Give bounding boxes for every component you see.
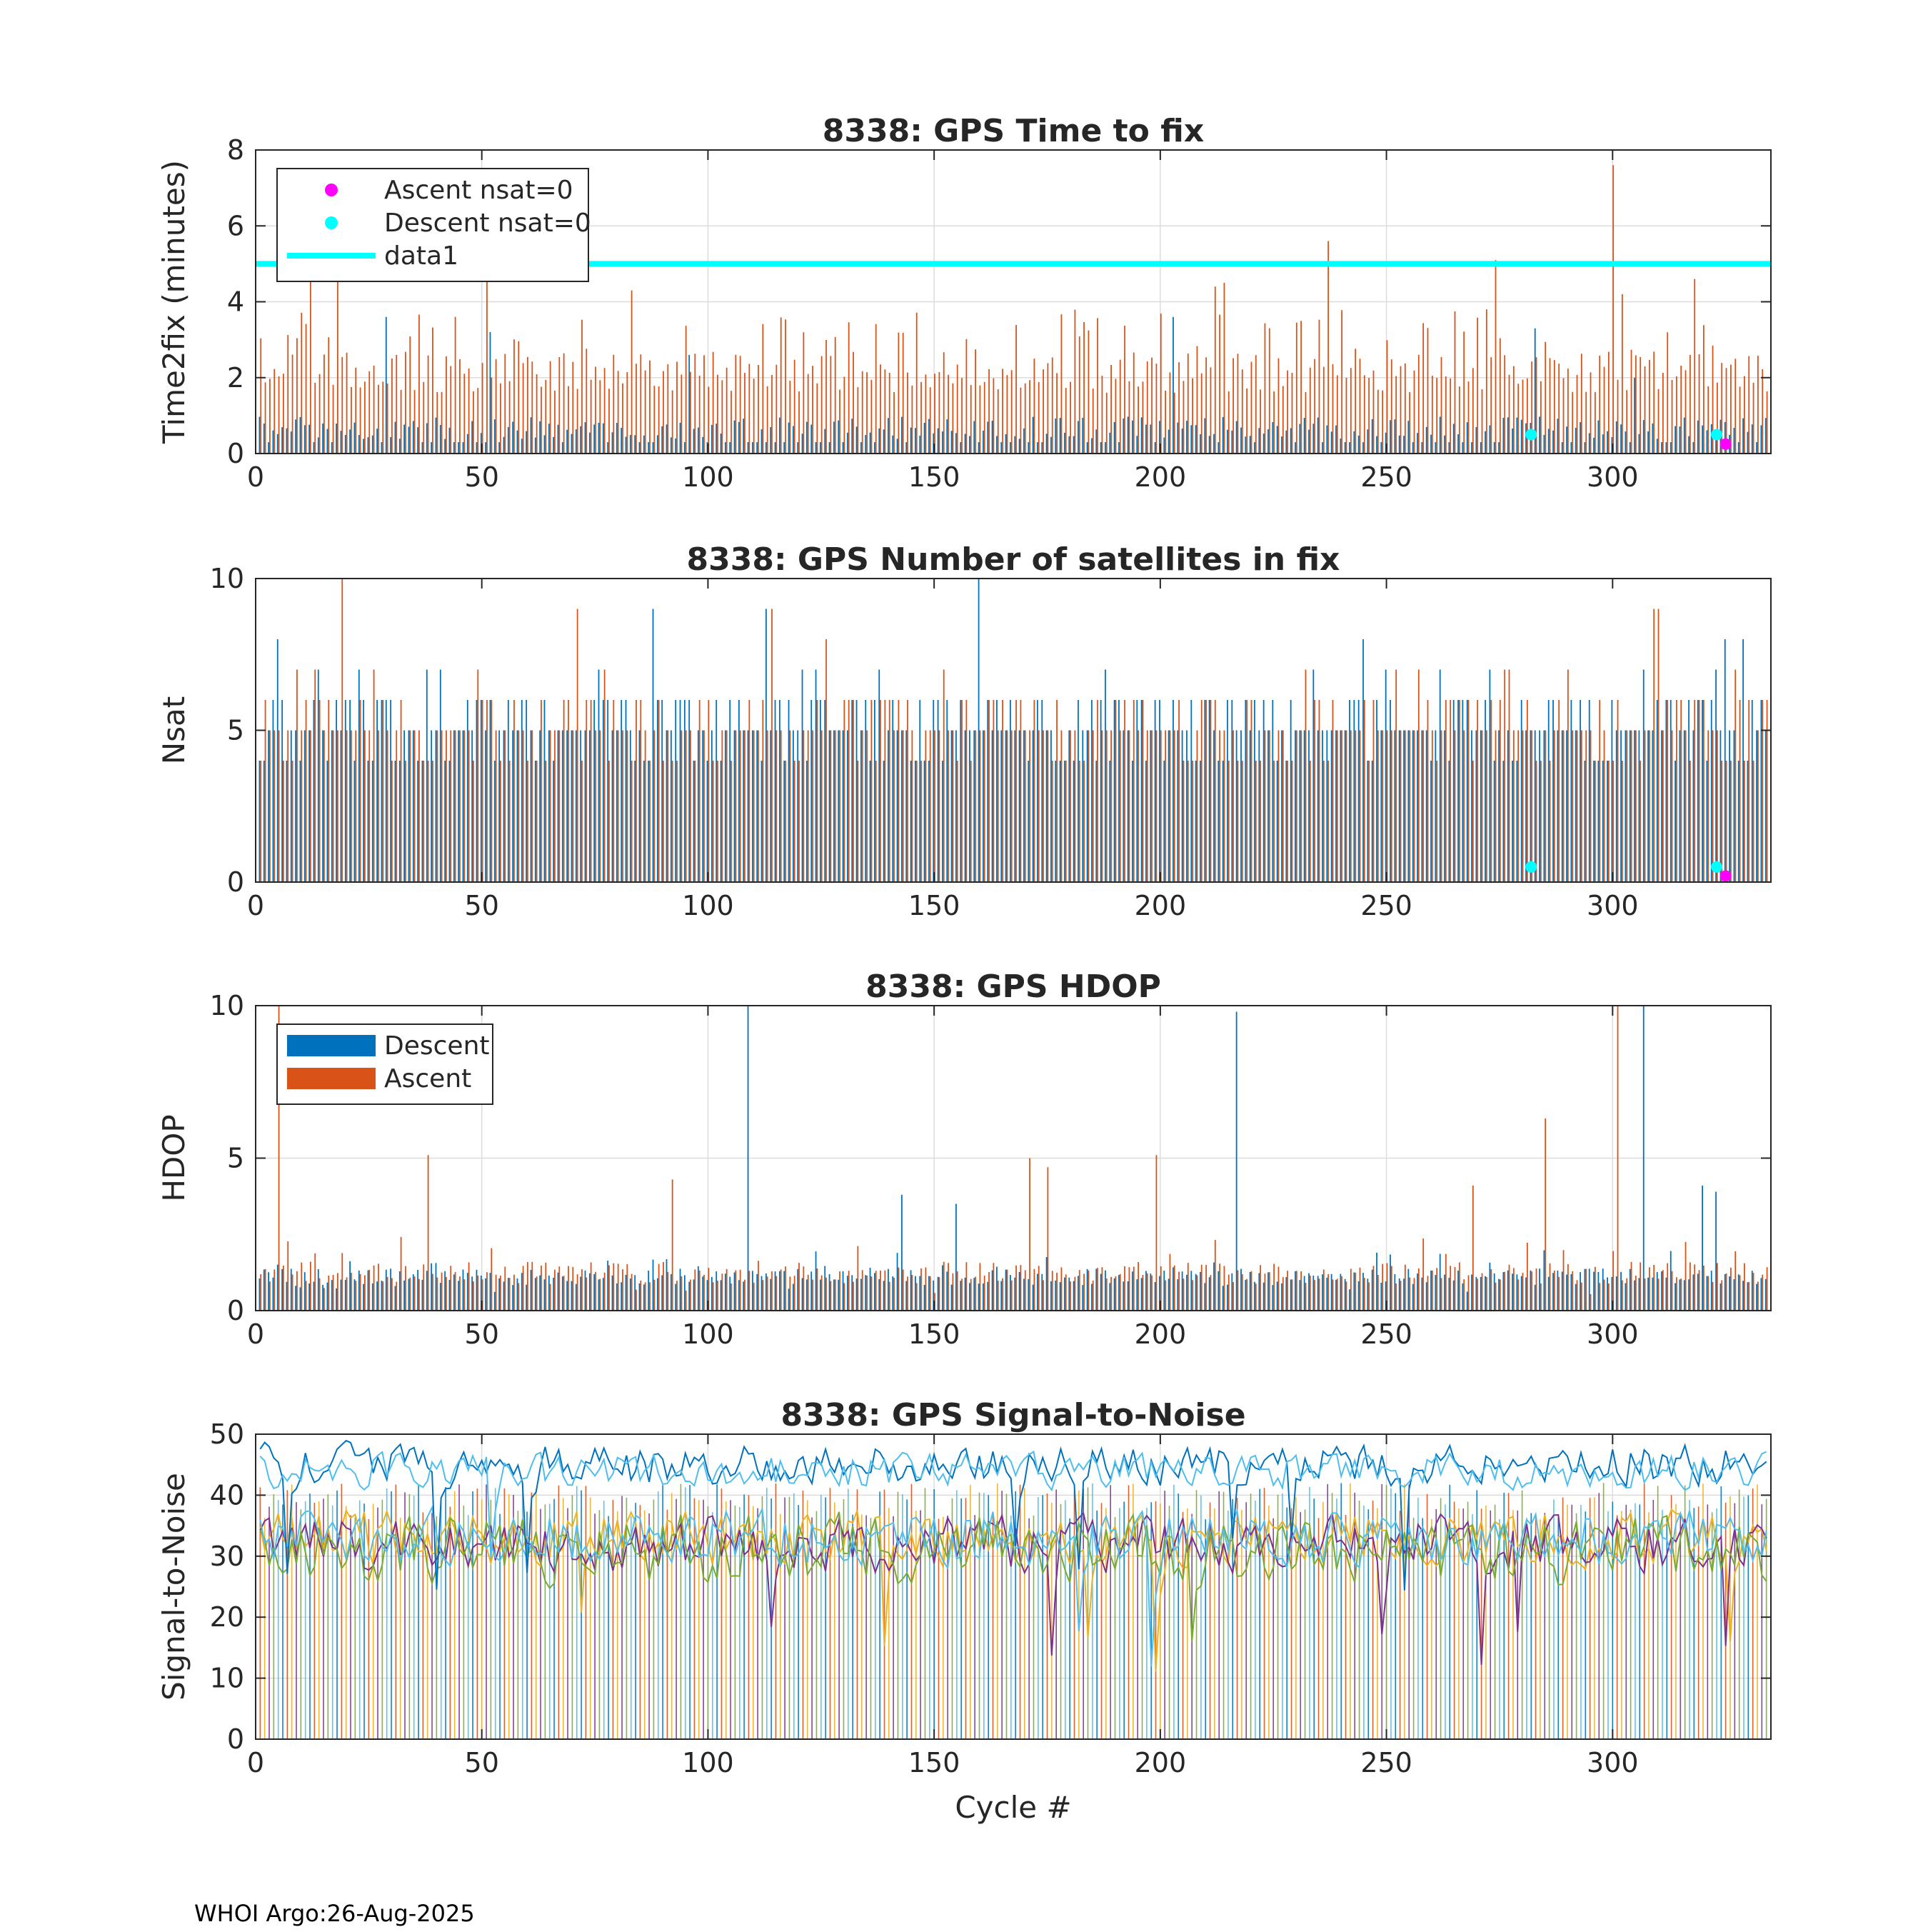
y-tick-label: 40 (210, 1479, 244, 1511)
panel-title: 8338: GPS HDOP (865, 968, 1161, 1005)
x-tick-label: 200 (1135, 461, 1187, 493)
descent-nsat0-marker (1710, 429, 1722, 441)
y-tick-label: 0 (227, 1295, 244, 1326)
panel-time2fix: 0 50 100 150 200 250 300 0 2 4 6 8 8338: GPS Time to… (156, 113, 1772, 493)
y-tick-label: 0 (227, 866, 244, 898)
y-tick-label: 10 (210, 1663, 244, 1694)
x-tick-label: 50 (465, 890, 499, 921)
y-tick-label: 10 (210, 990, 244, 1021)
panel-title: 8338: GPS Number of satellites in fix (687, 541, 1340, 578)
x-tick-label: 0 (247, 1747, 264, 1778)
snr-line-sat5 (259, 1439, 1767, 1591)
y-tick-label: 6 (227, 210, 244, 241)
y-tick-label: 5 (227, 1143, 244, 1174)
ascent-nsat0-marker (1719, 870, 1732, 882)
y-axis-label: Nsat (156, 696, 191, 765)
x-tick-label: 300 (1587, 890, 1639, 921)
x-tick-label: 300 (1587, 461, 1639, 493)
x-tick-label: 300 (1587, 1318, 1639, 1350)
y-tick-label: 0 (227, 438, 244, 469)
x-tick-label: 100 (682, 1747, 734, 1778)
legend-label: Ascent nsat=0 (384, 176, 573, 205)
panel-hdop: 0 50 100 150 200 250 300 0 5 10 8338: GPS HDOP HDOP… (156, 968, 1772, 1350)
y-tick-label: 8 (227, 134, 244, 166)
snr-line-sat4 (259, 1505, 1767, 1667)
x-tick-label: 250 (1360, 890, 1412, 921)
data-snr (259, 1439, 1767, 1739)
snr-line-sat6 (259, 1450, 1767, 1558)
panel-title: 8338: GPS Time to fix (823, 113, 1204, 149)
y-tick-label: 30 (210, 1541, 244, 1572)
x-tick-label: 0 (247, 1318, 264, 1350)
y-tick-label: 10 (210, 563, 244, 594)
x-tick-label: 150 (908, 1318, 960, 1350)
x-tick-label: 300 (1587, 1747, 1639, 1778)
x-tick-label: 200 (1135, 1747, 1187, 1778)
descent-nsat0-marker (1710, 861, 1722, 873)
y-tick-label: 2 (227, 362, 244, 394)
y-axis-label: HDOP (156, 1114, 191, 1201)
legend: Descent Ascent (276, 1023, 493, 1105)
x-tick-label: 150 (908, 890, 960, 921)
x-tick-label: 100 (682, 1318, 734, 1350)
x-tick-label: 100 (682, 461, 734, 493)
data-nsat (258, 579, 1768, 882)
legend-patch (287, 1035, 376, 1056)
footer-credit: WHOI Argo:26-Aug-2025 (194, 1900, 475, 1927)
y-tick-label: 4 (227, 286, 244, 318)
y-tick-label: 0 (227, 1723, 244, 1755)
x-tick-label: 150 (908, 1747, 960, 1778)
x-tick-label: 150 (908, 461, 960, 493)
x-tick-label: 100 (682, 890, 734, 921)
y-tick-label: 20 (210, 1601, 244, 1633)
x-tick-label: 50 (465, 1318, 499, 1350)
x-tick-label: 0 (247, 890, 264, 921)
axes-box (255, 1433, 1772, 1740)
descent-nsat0-marker (1525, 429, 1537, 441)
legend-label: Descent nsat=0 (384, 209, 591, 238)
y-axis-label: Signal-to-Noise (156, 1473, 191, 1701)
x-tick-label: 200 (1135, 1318, 1187, 1350)
y-tick-label: 50 (210, 1418, 244, 1450)
ascent-nsat0-marker (1719, 438, 1732, 450)
x-tick-label: 250 (1360, 1747, 1412, 1778)
panel-nsat: 0 50 100 150 200 250 300 0 5 10 8338: GPS Number o… (156, 541, 1772, 921)
x-tick-label: 200 (1135, 890, 1187, 921)
x-axis-label: Cycle # (955, 1790, 1071, 1825)
x-tick-label: 0 (247, 461, 264, 493)
plot-area (256, 1434, 1771, 1739)
snr-line-sat3 (259, 1511, 1767, 1642)
x-tick-label: 250 (1360, 461, 1412, 493)
legend-label: data1 (384, 241, 458, 271)
descent-nsat0-marker (1525, 861, 1537, 873)
panel-snr: 0 50 100 150 200 250 300 0 10 20 30 40 50 8338: GPS S… (156, 1397, 1772, 1825)
legend-label: Descent (384, 1031, 490, 1061)
x-tick-label: 50 (465, 1747, 499, 1778)
y-axis-label: Time2fix (minutes) (156, 160, 191, 444)
legend-marker (325, 184, 338, 196)
panel-title: 8338: GPS Signal-to-Noise (780, 1397, 1245, 1433)
legend-marker (325, 216, 338, 229)
legend: Ascent nsat=0 Descent nsat=0 data1 (276, 168, 591, 282)
legend-patch (287, 1068, 376, 1089)
x-tick-label: 50 (465, 461, 499, 493)
legend-label: Ascent (384, 1064, 471, 1093)
x-tick-label: 250 (1360, 1318, 1412, 1350)
y-tick-label: 5 (227, 715, 244, 746)
